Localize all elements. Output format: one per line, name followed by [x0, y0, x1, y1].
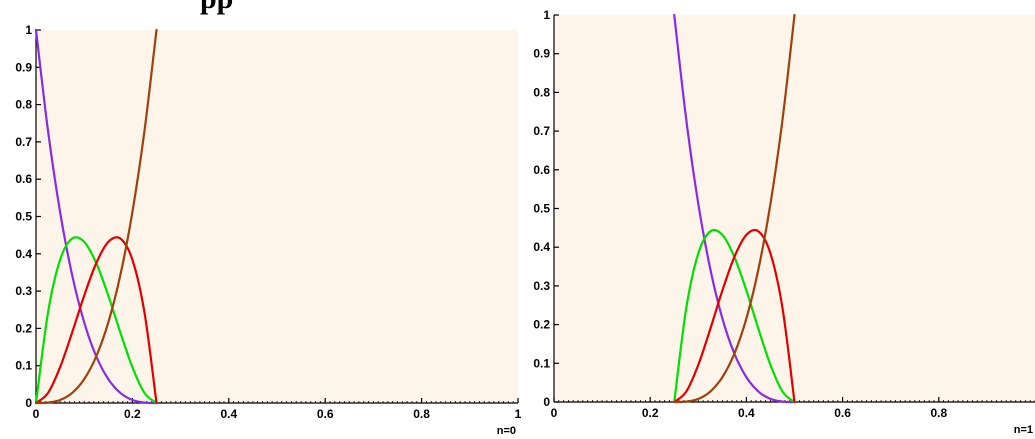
chart-n0: 0 0.2 0.4 0.6 0.8 1 0 0.1 0.2 0.3 0.4 0.5 0.6 0.7 0.8 0… — [15, 23, 521, 437]
x-tick-label: 0.6 — [834, 406, 851, 420]
y-tick-label: 0.6 — [15, 172, 32, 186]
y-tick-label: 0.6 — [533, 163, 550, 177]
y-tick-label: 0.9 — [533, 47, 550, 61]
series-line-1 — [34, 28, 158, 405]
y-tick-label: 0.9 — [15, 60, 32, 74]
plot-background — [554, 15, 1035, 402]
y-tick-label: 0 — [543, 395, 550, 409]
x-tick-label: 0 — [551, 406, 558, 420]
y-tick-label: 0.4 — [15, 247, 32, 261]
y-tick-label: 0.8 — [533, 85, 550, 99]
x-tick-label: 0.2 — [124, 407, 141, 421]
series-line-3 — [673, 228, 796, 404]
y-tick-label: 1 — [543, 8, 550, 22]
y-tick-label: 0.1 — [533, 356, 550, 370]
x-tick-label: 0 — [33, 407, 40, 421]
chart-n1: 0 0.2 0.4 0.6 0.8 0 0.1 0.2 0.3 0.4 0.5 0.6 0.7 0.8 0.… — [533, 8, 1035, 436]
y-tick-label: 0.8 — [15, 98, 32, 112]
y-tick-label: 0 — [25, 396, 32, 410]
series-line-3 — [34, 236, 158, 405]
x-tick-label: 0.4 — [738, 406, 755, 420]
y-tick-label: 0.2 — [15, 321, 32, 335]
y-tick-label: 0.3 — [15, 284, 32, 298]
y-tick-label: 0.7 — [15, 135, 32, 149]
y-tick-label: 0.1 — [15, 359, 32, 373]
x-tick-label: 0.8 — [930, 406, 947, 420]
series-line-1 — [673, 13, 796, 404]
y-tick-label: 1 — [25, 23, 32, 37]
series-line-4 — [673, 13, 796, 404]
y-tick-label: 0.7 — [533, 124, 550, 138]
y-tick-label: 0.3 — [533, 279, 550, 293]
y-tick-label: 0.5 — [15, 210, 32, 224]
page-title-fragment: pp — [200, 0, 233, 16]
y-tick-label: 0.5 — [533, 202, 550, 216]
x-tick-label: 0.2 — [642, 406, 659, 420]
x-tick-label: 0.8 — [413, 407, 430, 421]
plot-background — [36, 30, 518, 403]
x-tick-label: 0.6 — [317, 407, 334, 421]
y-tick-label: 0.4 — [533, 240, 550, 254]
panel-label: n=1 — [1014, 424, 1033, 436]
x-tick-label: 0.4 — [220, 407, 237, 421]
y-tick-label: 0.2 — [533, 318, 550, 332]
x-tick-label: 1 — [515, 407, 522, 421]
series-line-4 — [34, 28, 158, 405]
panel-label: n=0 — [497, 425, 516, 437]
